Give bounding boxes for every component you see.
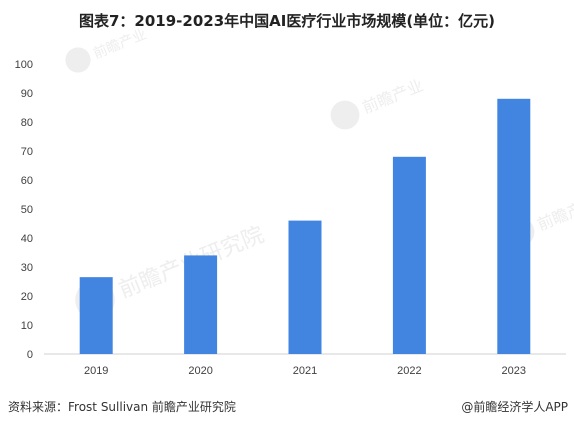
x-tick-label: 2023	[502, 365, 526, 377]
y-tick-label: 90	[21, 88, 33, 100]
y-tick-label: 60	[21, 175, 33, 187]
watermark-text: 前瞻产业	[534, 193, 574, 235]
x-tick-label: 2022	[397, 365, 421, 377]
y-tick-label: 80	[21, 117, 33, 129]
axis-layer: 0 10 20 30 40 50 60 70 80 90 100	[15, 59, 566, 361]
brand-label: @前瞻经济学人APP	[461, 400, 568, 414]
y-tick-label: 20	[21, 291, 33, 303]
bar	[497, 98, 531, 354]
y-tick-label: 0	[27, 349, 33, 361]
y-tick-label: 100	[15, 59, 33, 71]
y-tick-label: 10	[21, 320, 33, 332]
y-tick-label: 40	[21, 233, 33, 245]
y-tick-label: 70	[21, 146, 33, 158]
x-tick-label: 2019	[84, 365, 108, 377]
watermark-text: 前瞻产业	[91, 26, 149, 63]
x-tick-label: 2020	[188, 365, 212, 377]
y-tick-label: 30	[21, 262, 33, 274]
bar	[392, 156, 426, 354]
source-note: 资料来源：Frost Sullivan 前瞻产业研究院	[8, 400, 236, 414]
bar	[184, 255, 218, 354]
x-tick-label: 2021	[293, 365, 317, 377]
watermark-logo-icon	[65, 47, 91, 73]
watermark-mark: 前瞻产业	[65, 26, 149, 73]
bar	[288, 220, 322, 354]
chart-title: 图表7：2019-2023年中国AI医疗行业市场规模(单位：亿元)	[78, 12, 496, 30]
watermark-mark: 前瞻产业	[330, 76, 426, 130]
watermark-logo-icon	[330, 100, 360, 130]
bar-layer	[79, 98, 531, 354]
watermark-text: 前瞻产业	[359, 76, 425, 118]
y-tick-label: 50	[21, 204, 33, 216]
bar	[79, 277, 113, 354]
label-layer: 2019 2020 2021 2022 2023	[84, 365, 526, 377]
